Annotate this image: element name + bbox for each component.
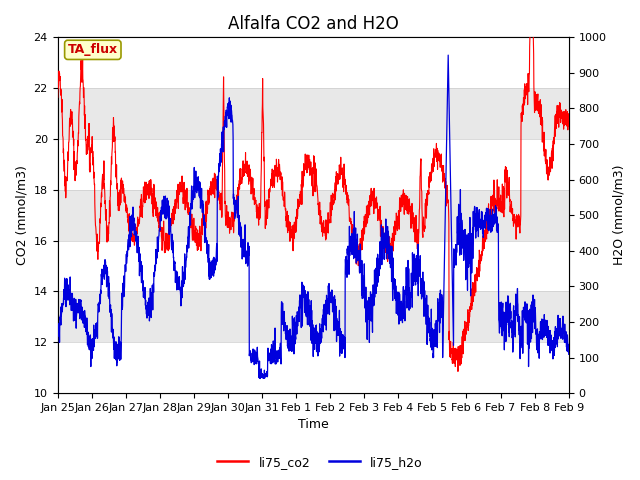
li75_co2 — [344, 196, 351, 202]
Line: li75_h2o: li75_h2o — [58, 55, 569, 379]
Bar — [58, 190, 569, 240]
Bar — [58, 88, 569, 139]
li75_h2o — [444, 52, 452, 58]
li75_co2 — [215, 189, 223, 195]
li75_h2o — [215, 161, 223, 167]
li75_h2o — [344, 249, 351, 255]
Line: li75_co2: li75_co2 — [58, 12, 569, 372]
Legend: li75_co2, li75_h2o: li75_co2, li75_h2o — [212, 451, 428, 474]
Y-axis label: H2O (mmol/m3): H2O (mmol/m3) — [612, 165, 625, 265]
li75_co2 — [454, 369, 462, 374]
li75_h2o — [565, 351, 573, 357]
li75_co2 — [527, 9, 534, 15]
li75_h2o — [558, 326, 566, 332]
li75_h2o — [105, 274, 113, 279]
Text: TA_flux: TA_flux — [68, 43, 118, 56]
Bar — [58, 291, 569, 342]
li75_co2 — [558, 116, 566, 121]
li75_h2o — [54, 339, 61, 345]
li75_co2 — [105, 231, 113, 237]
li75_co2 — [54, 95, 61, 100]
Title: Alfalfa CO2 and H2O: Alfalfa CO2 and H2O — [228, 15, 399, 33]
li75_h2o — [496, 304, 504, 310]
Y-axis label: CO2 (mmol/m3): CO2 (mmol/m3) — [15, 165, 28, 265]
li75_co2 — [496, 195, 504, 201]
li75_co2 — [565, 116, 573, 121]
X-axis label: Time: Time — [298, 419, 328, 432]
li75_h2o — [257, 376, 264, 382]
li75_h2o — [467, 244, 475, 250]
li75_co2 — [467, 305, 475, 311]
